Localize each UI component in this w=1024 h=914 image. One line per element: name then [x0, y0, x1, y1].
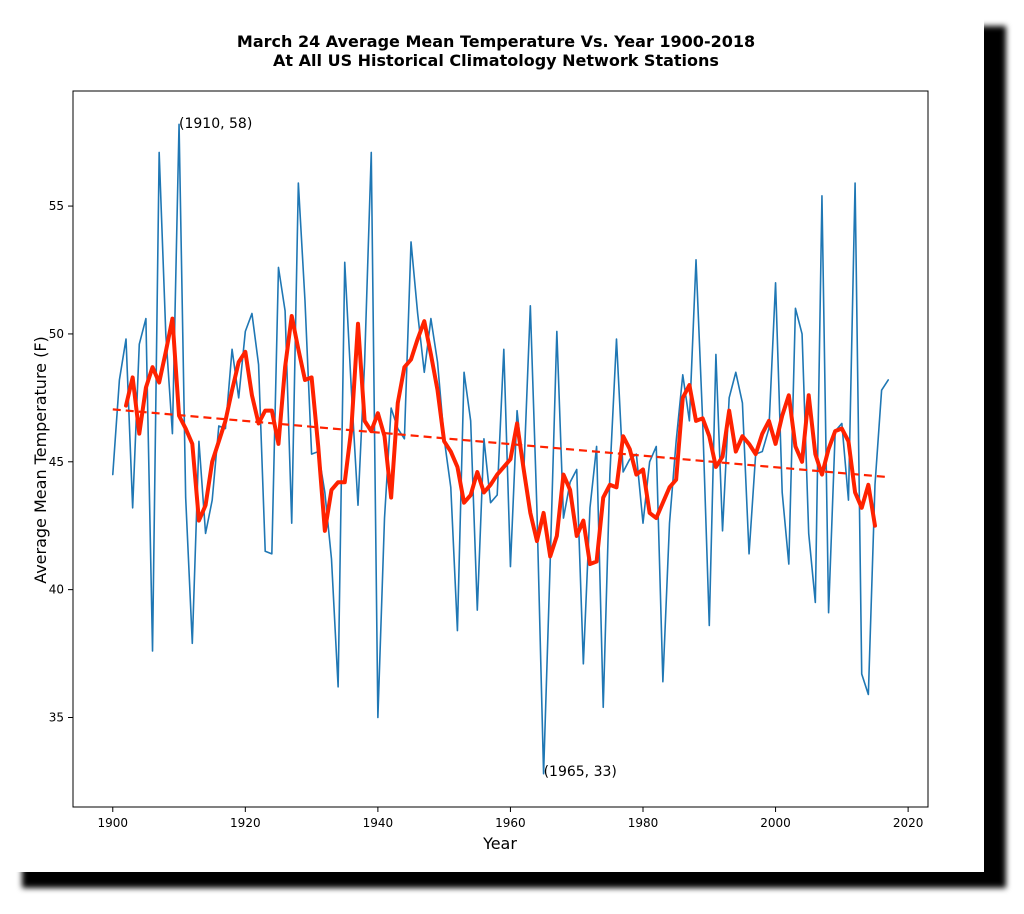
x-tick-label: 2020 [893, 816, 924, 830]
x-tick-label: 1940 [363, 816, 394, 830]
x-tick-label: 2000 [760, 816, 791, 830]
x-tick-label: 1960 [495, 816, 526, 830]
y-tick-label: 45 [49, 455, 64, 469]
y-tick-label: 40 [49, 583, 64, 597]
x-axis-label: Year [482, 834, 517, 853]
chart-card: March 24 Average Mean Temperature Vs. Ye… [8, 10, 984, 872]
series-line-annual [111, 123, 890, 775]
chart-subtitle: At All US Historical Climatology Network… [273, 51, 719, 70]
y-tick-label: 35 [49, 711, 64, 725]
annotation-label: (1910, 58) [179, 116, 252, 132]
x-tick-label: 1980 [628, 816, 659, 830]
series-line-smoothed [124, 314, 877, 567]
y-tick-label: 55 [49, 199, 64, 213]
annotation-label: (1965, 33) [544, 764, 617, 780]
plot-frame [72, 90, 929, 808]
chart-title-block: March 24 Average Mean Temperature Vs. Ye… [8, 32, 984, 70]
chart-svg: 1900 1920 1940 1960 1980 2000 2020 35 40 45 50 55 (1… [31, 90, 929, 853]
x-tick-label: 1900 [97, 816, 128, 830]
plot-area: 1900 1920 1940 1960 1980 2000 2020 35 40 45 50 55 (1… [49, 90, 929, 830]
x-tick-label: 1920 [230, 816, 261, 830]
chart-title: March 24 Average Mean Temperature Vs. Ye… [236, 32, 756, 51]
y-tick-label: 50 [49, 327, 64, 341]
y-axis-label: Average Mean Temperature (F) [31, 336, 50, 584]
